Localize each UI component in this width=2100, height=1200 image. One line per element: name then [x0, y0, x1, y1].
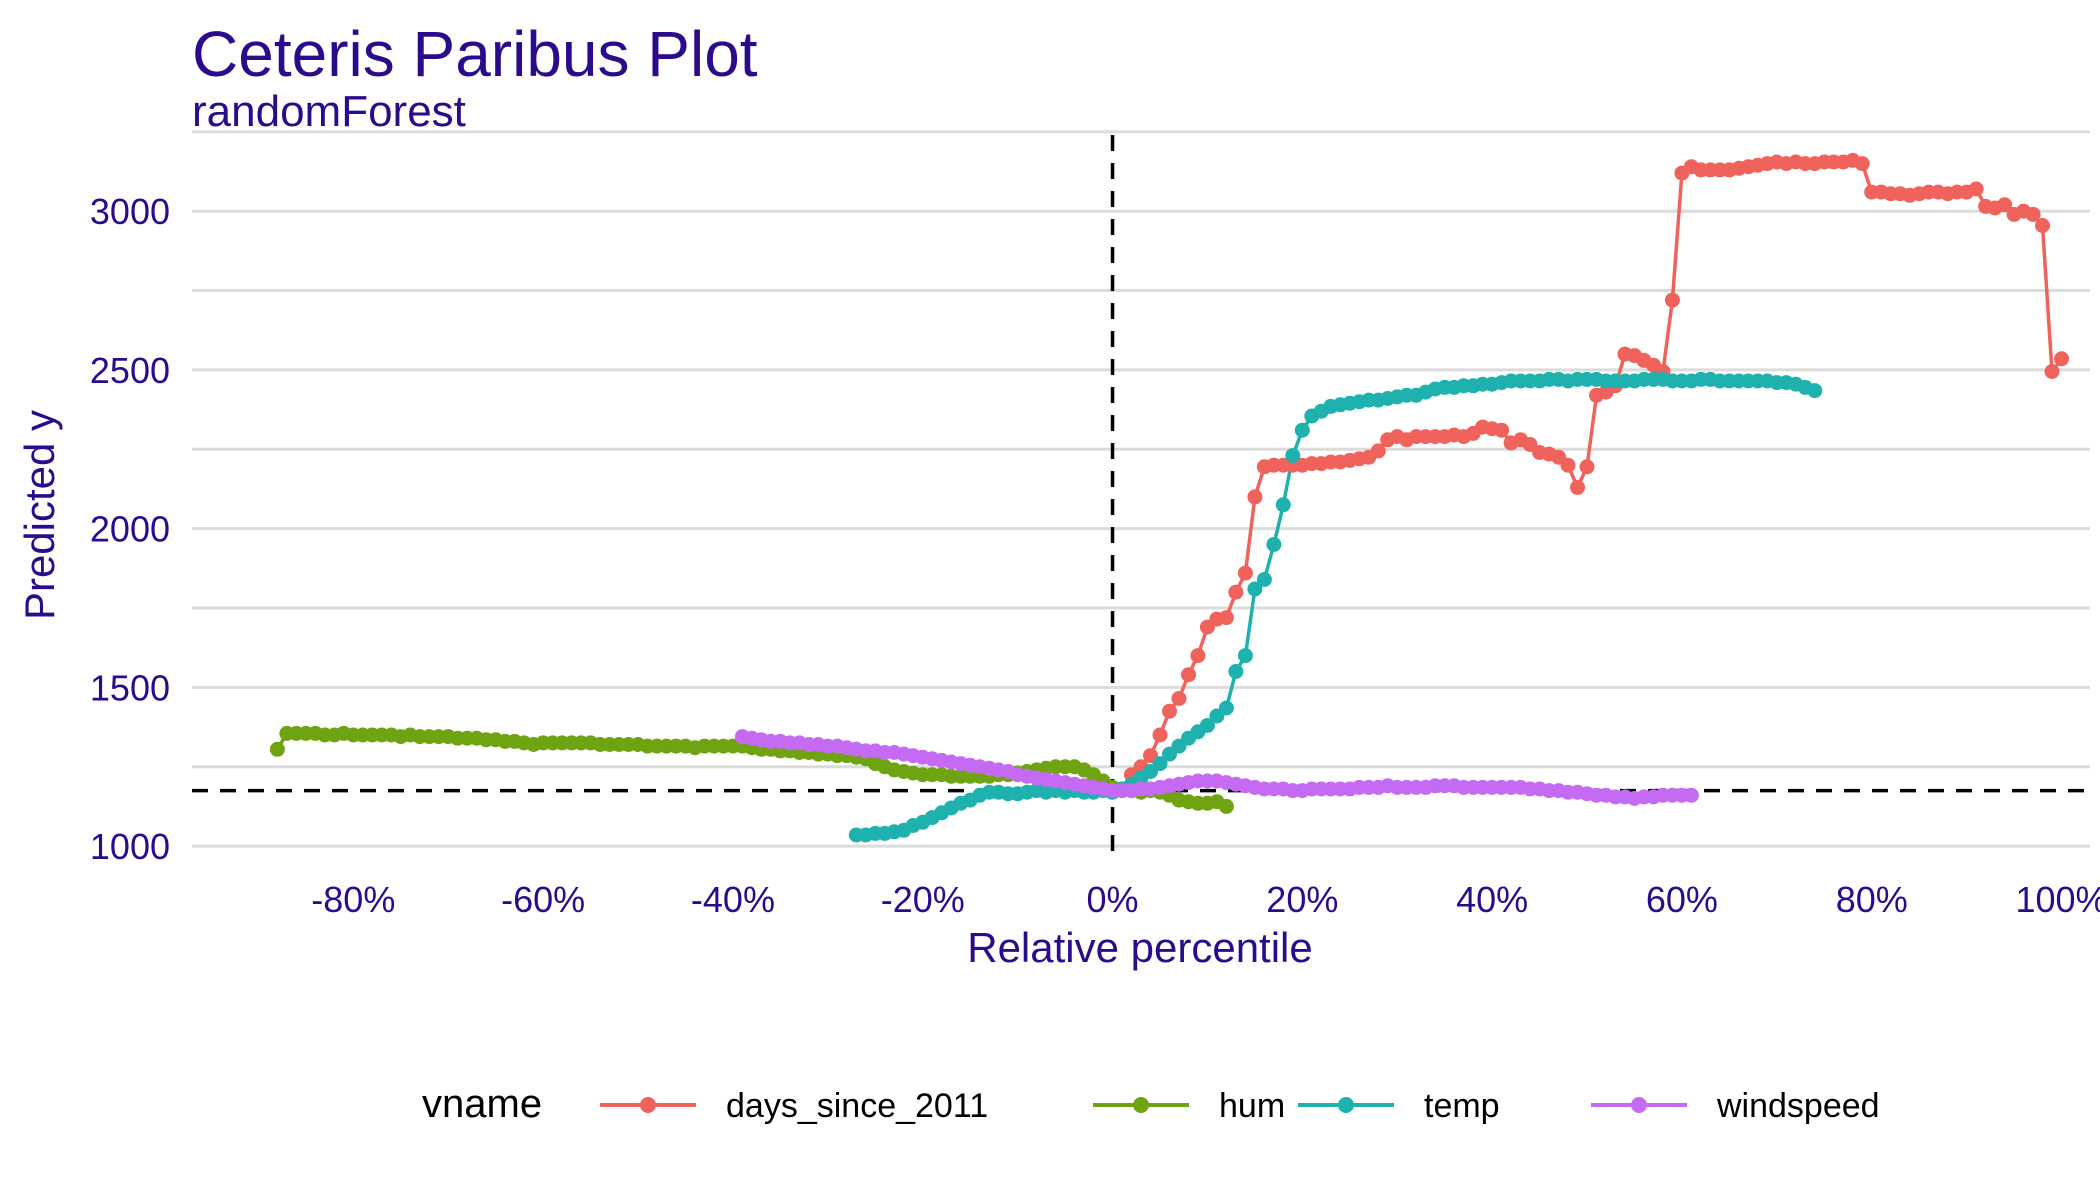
x-tick-label: 60% — [1646, 879, 1718, 920]
data-point-days-since-2011 — [1190, 648, 1206, 664]
x-tick-label: 40% — [1456, 879, 1528, 920]
data-point-temp — [1152, 756, 1168, 772]
x-tick-label: -60% — [501, 879, 585, 920]
data-point-temp — [1807, 383, 1823, 399]
chart-title: Ceteris Paribus Plot — [192, 18, 758, 90]
x-tick-label: 0% — [1087, 879, 1139, 920]
data-point-temp — [1199, 718, 1215, 733]
data-point-temp — [1285, 448, 1301, 464]
x-tick-label: 20% — [1266, 879, 1338, 920]
series-points — [269, 152, 2069, 843]
y-tick-label: 1500 — [90, 667, 170, 708]
data-point-days-since-2011 — [1370, 443, 1386, 459]
data-point-temp — [1256, 572, 1272, 587]
data-point-temp — [1218, 700, 1234, 716]
legend: vname days_since_2011 hum temp windspeed — [422, 1082, 1880, 1126]
y-tick-label: 1000 — [90, 826, 170, 867]
x-axis-ticks: -80% -60% -40% -20% 0% 20% 40% 60% 80% 100% — [311, 879, 2100, 920]
legend-label-hum: hum — [1219, 1087, 1285, 1125]
data-point-days-since-2011 — [1997, 197, 2013, 213]
data-point-days-since-2011 — [2054, 351, 2069, 367]
y-axis-label: Predicted y — [16, 410, 63, 620]
x-tick-label: 80% — [1836, 879, 1908, 920]
data-point-days-since-2011 — [1570, 479, 1585, 495]
data-point-days-since-2011 — [1968, 181, 1984, 197]
reference-lines — [192, 135, 2090, 862]
data-point-temp — [1266, 537, 1282, 552]
data-point-temp — [1247, 581, 1263, 597]
chart-subtitle: randomForest — [192, 87, 466, 136]
data-point-days-since-2011 — [1162, 703, 1177, 719]
legend-label-windspeed: windspeed — [1716, 1087, 1880, 1125]
data-point-temp — [1237, 648, 1253, 664]
data-point-days-since-2011 — [1228, 584, 1244, 600]
legend-key-point-days-since-2011 — [640, 1097, 656, 1113]
legend-label-days-since-2011: days_since_2011 — [726, 1087, 988, 1125]
y-tick-label: 2500 — [90, 350, 170, 391]
data-point-days-since-2011 — [2044, 364, 2060, 379]
x-axis-label: Relative percentile — [967, 924, 1313, 971]
data-point-temp — [1294, 422, 1310, 438]
y-tick-label: 2000 — [90, 509, 170, 550]
data-point-days-since-2011 — [1494, 422, 1510, 438]
data-point-days-since-2011 — [2025, 206, 2041, 222]
data-point-days-since-2011 — [1664, 292, 1680, 308]
series-line-days-since-2011 — [1111, 158, 2063, 794]
legend-title: vname — [422, 1082, 542, 1126]
data-point-hum — [269, 741, 285, 757]
data-point-days-since-2011 — [1560, 457, 1576, 473]
legend-key-point-windspeed — [1631, 1097, 1647, 1113]
x-tick-label: -80% — [311, 879, 395, 920]
x-tick-label: -40% — [691, 879, 775, 920]
data-point-days-since-2011 — [2035, 218, 2050, 233]
x-tick-label: 100% — [2015, 879, 2100, 920]
data-point-days-since-2011 — [1237, 565, 1253, 581]
data-point-days-since-2011 — [1247, 489, 1263, 505]
data-point-windspeed — [1683, 787, 1699, 803]
data-point-days-since-2011 — [1579, 459, 1595, 475]
legend-key-point-hum — [1133, 1097, 1149, 1113]
data-point-hum — [1218, 798, 1234, 814]
y-axis-ticks: 1000 1500 2000 2500 3000 — [90, 191, 170, 867]
legend-label-temp: temp — [1424, 1087, 1500, 1125]
data-point-days-since-2011 — [1171, 691, 1187, 706]
legend-key-point-temp — [1338, 1097, 1354, 1113]
data-point-days-since-2011 — [1152, 727, 1168, 743]
y-tick-label: 3000 — [90, 191, 170, 232]
series-points-windspeed — [734, 729, 1699, 806]
data-point-days-since-2011 — [1854, 156, 1870, 172]
data-point-days-since-2011 — [1218, 610, 1234, 626]
x-tick-label: -20% — [881, 879, 965, 920]
series-points-days-since-2011 — [1105, 152, 2069, 800]
series-lines — [275, 158, 2063, 837]
data-point-temp — [1275, 497, 1291, 513]
data-point-temp — [1228, 664, 1244, 679]
data-point-days-since-2011 — [1181, 667, 1196, 683]
